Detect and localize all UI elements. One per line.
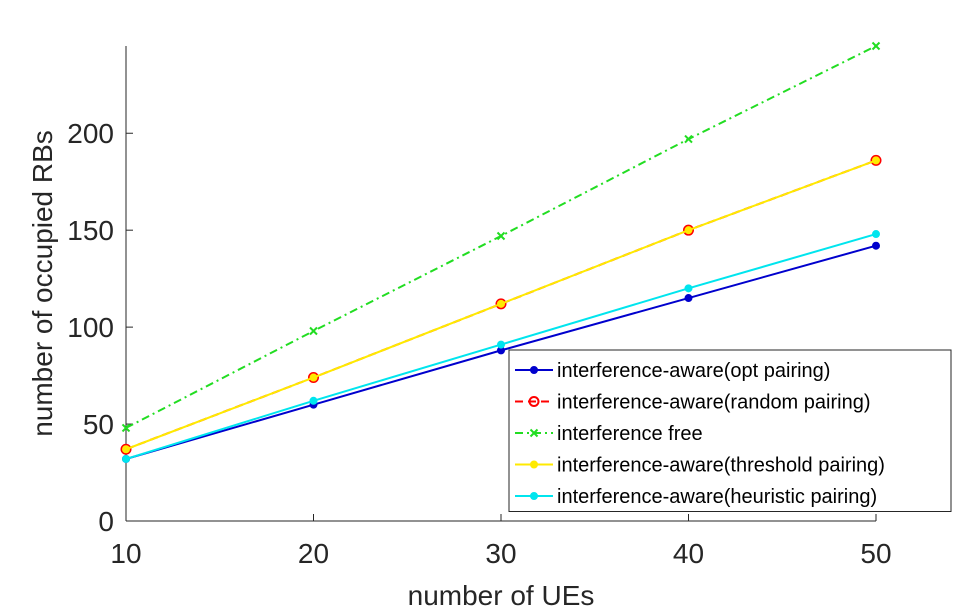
x-tick-label: 50 — [860, 538, 891, 569]
series-layer — [120, 41, 882, 463]
data-point — [872, 241, 880, 250]
data-point — [497, 340, 505, 349]
data-point — [309, 396, 318, 405]
legend: interference-aware(opt pairing) interfere… — [508, 349, 952, 512]
legend-item: interference-aware(threshold pairing) — [515, 455, 885, 477]
y-ticks: 0 50 100 150 200 — [67, 118, 133, 537]
data-point — [871, 41, 881, 51]
y-tick-label: 150 — [67, 215, 114, 246]
data-point — [121, 423, 131, 433]
legend-label: interference-aware(heuristic pairing) — [557, 486, 877, 508]
legend-marker — [530, 492, 538, 500]
data-point — [684, 226, 693, 235]
data-point — [683, 224, 694, 236]
data-point — [309, 326, 318, 336]
x-axis-label: number of UEs — [408, 580, 595, 611]
plot-area: 10 20 30 40 50 0 50 100 150 200 — [67, 41, 892, 569]
data-point — [496, 231, 506, 241]
series-4 — [122, 156, 880, 454]
legend-item: interference-aware(heuristic pairing) — [515, 486, 877, 508]
legend-label: interference free — [557, 423, 703, 445]
legend-box — [508, 349, 952, 512]
series-5 — [122, 230, 880, 463]
legend-label: interference-aware(random pairing) — [557, 392, 870, 414]
legend-marker — [530, 460, 538, 469]
data-point — [684, 294, 693, 303]
y-axis-label: number of occupied RBs — [27, 130, 58, 437]
data-point — [497, 299, 505, 308]
y-tick-label: 100 — [67, 312, 114, 343]
y-tick-label: 50 — [83, 409, 114, 440]
data-point — [309, 373, 318, 382]
series-3 — [121, 41, 881, 433]
legend-marker — [530, 366, 538, 374]
data-point — [122, 454, 130, 463]
data-point — [495, 298, 507, 310]
legend-label: interference-aware(threshold pairing) — [557, 455, 885, 477]
data-point — [684, 134, 693, 144]
legend-marker — [529, 428, 539, 438]
legend-item: interference-aware(opt pairing) — [515, 360, 830, 382]
y-tick-label: 200 — [67, 118, 114, 149]
data-point — [122, 445, 130, 454]
legend-label: interference-aware(opt pairing) — [557, 360, 830, 382]
x-tick-label: 30 — [485, 538, 516, 569]
data-point — [308, 372, 319, 384]
data-point — [872, 156, 880, 165]
x-tick-label: 20 — [298, 538, 329, 569]
data-point — [120, 443, 132, 455]
legend-marker — [528, 396, 540, 407]
legend-item: interference free — [515, 423, 703, 445]
legend-item: interference-aware(random pairing) — [515, 392, 870, 414]
data-point — [870, 154, 882, 166]
x-tick-label: 40 — [673, 538, 704, 569]
y-tick-label: 0 — [98, 506, 114, 537]
data-point — [872, 230, 880, 239]
x-tick-label: 10 — [110, 538, 141, 569]
data-point — [684, 284, 693, 293]
x-ticks: 10 20 30 40 50 — [110, 514, 892, 569]
